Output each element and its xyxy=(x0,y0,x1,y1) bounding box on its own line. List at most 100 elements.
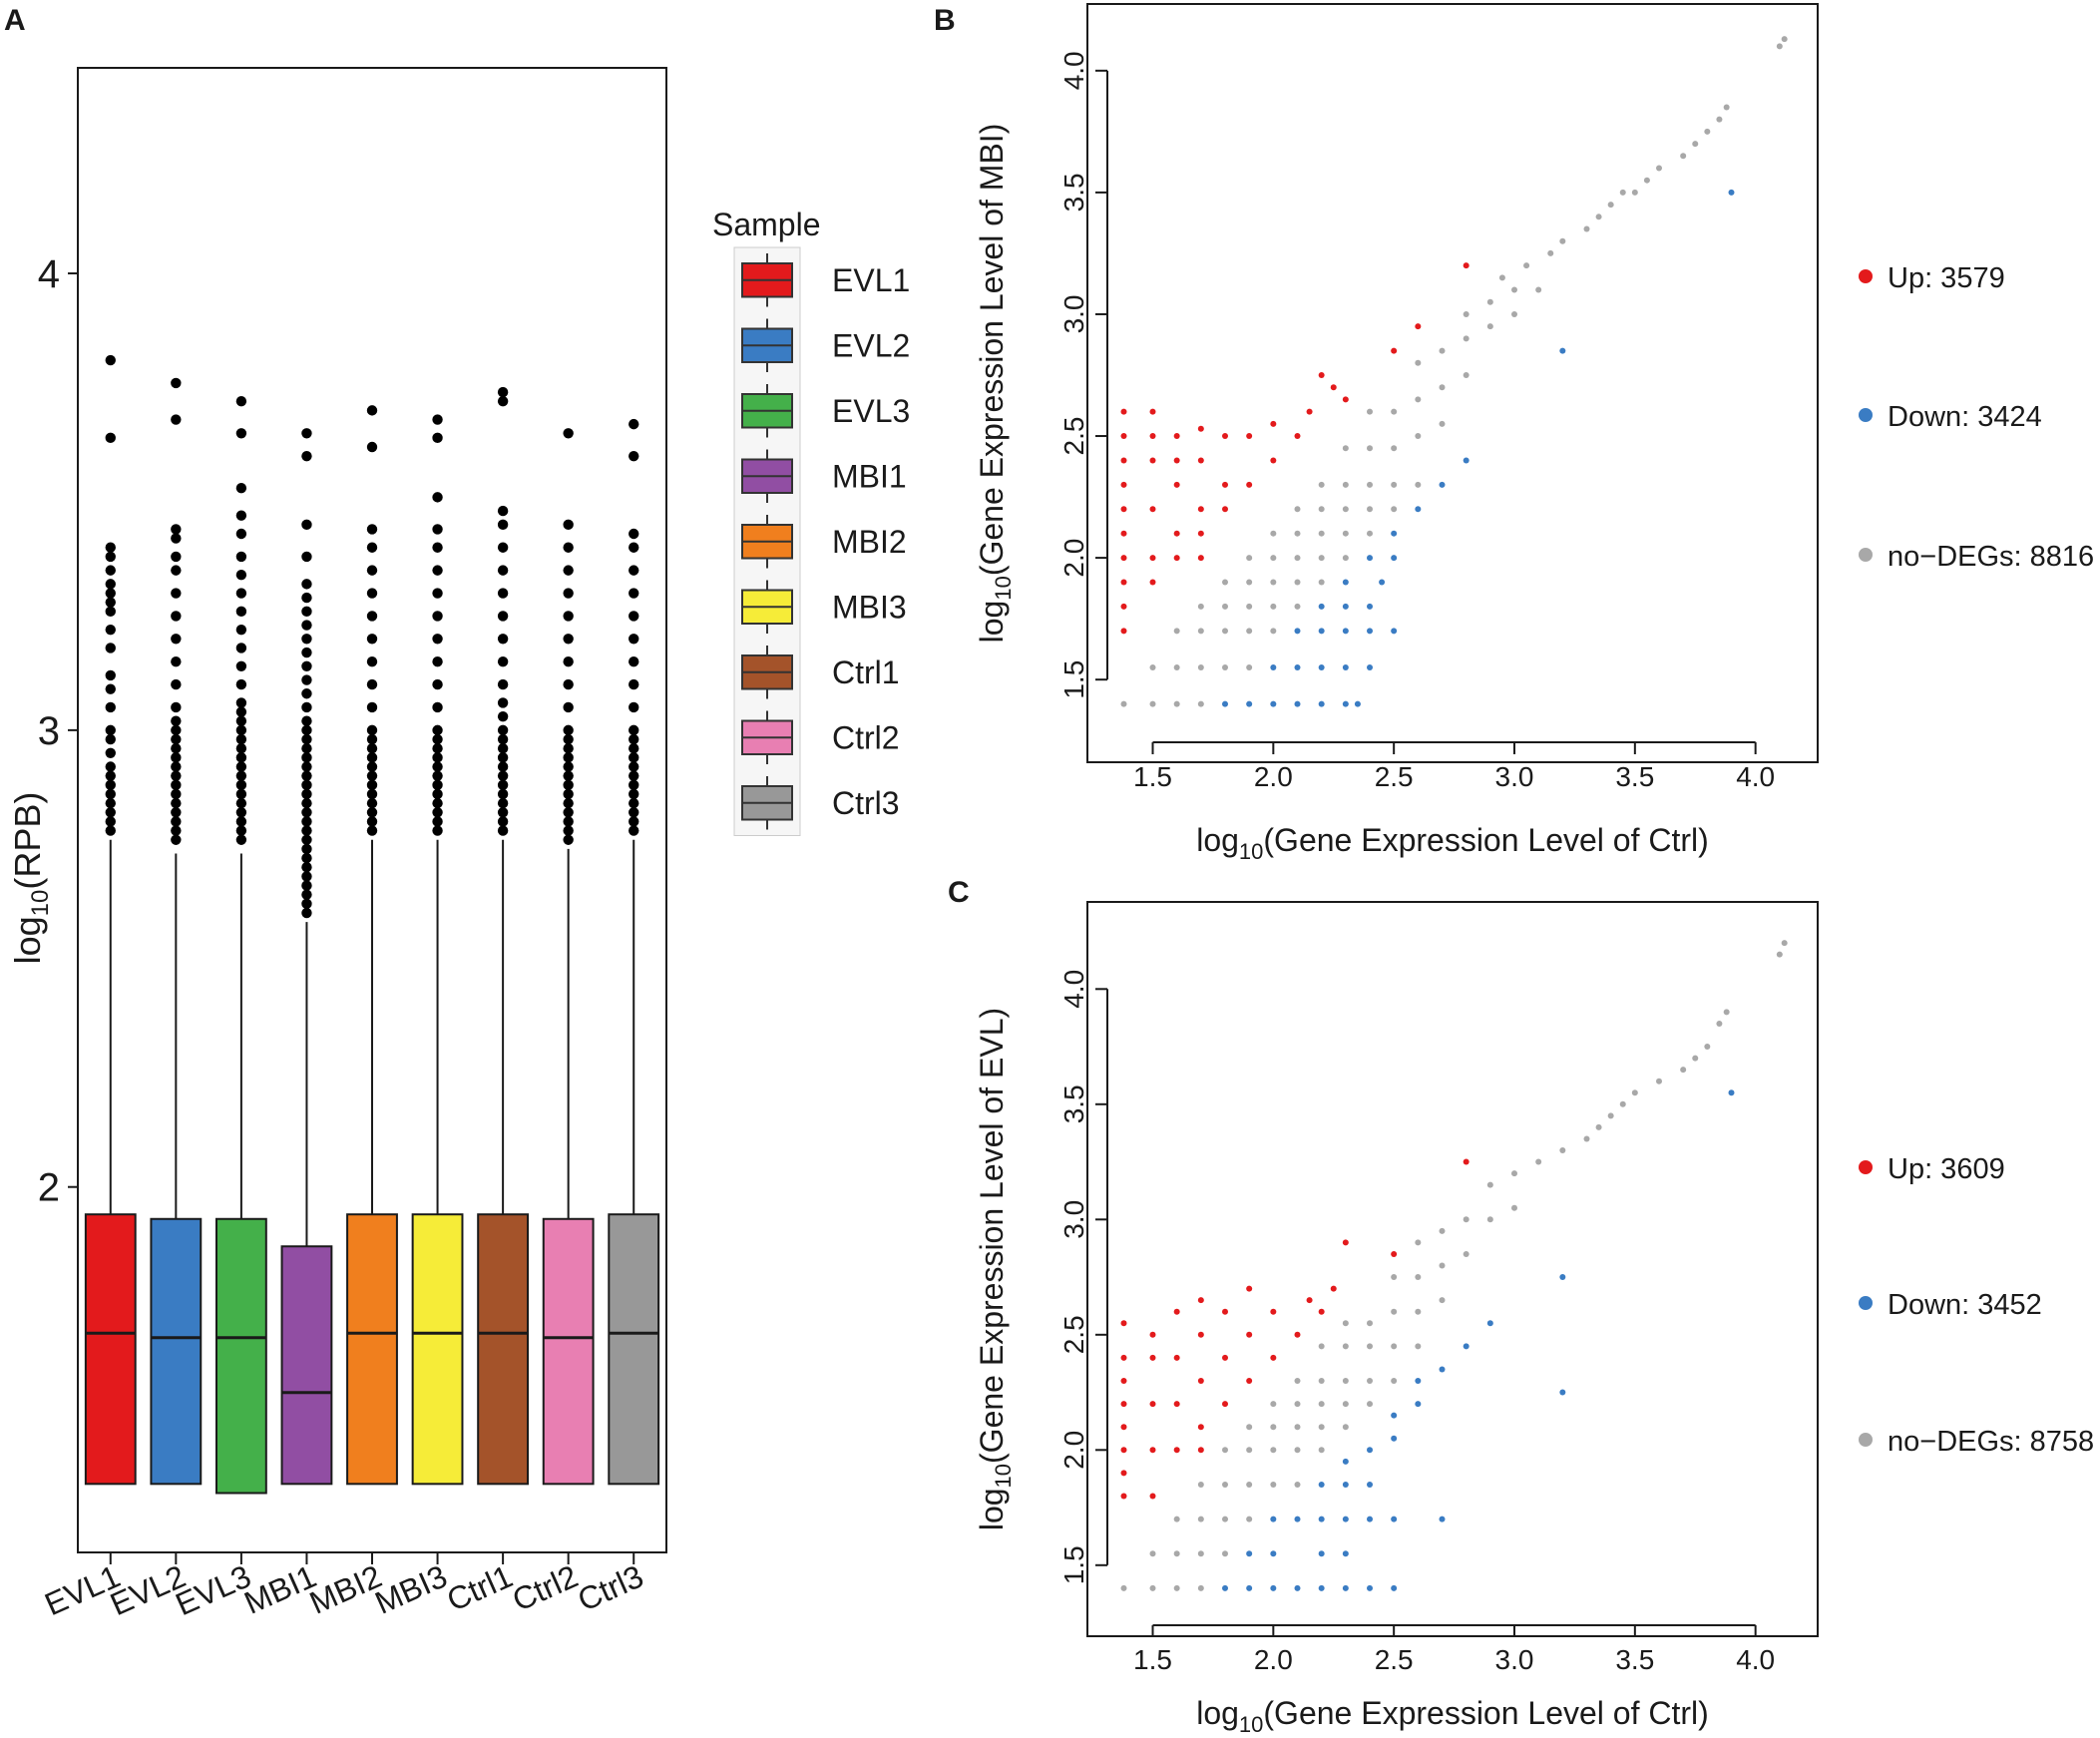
panel-a-outlier xyxy=(563,519,574,531)
point-up xyxy=(1330,384,1337,391)
point-no-degs xyxy=(1692,1055,1699,1062)
panel-a-box-EVL3 xyxy=(214,396,267,1495)
point-down xyxy=(1391,1412,1398,1419)
panel-a-outlier xyxy=(235,660,247,671)
point-down xyxy=(1463,1343,1470,1350)
panel-c-legend: Up: 3609 Down: 3452 no−DEGs: 8758 xyxy=(1859,1153,2094,1458)
point-up xyxy=(1120,457,1127,464)
panel-a-outlier xyxy=(432,565,443,576)
point-down xyxy=(1439,1366,1446,1373)
point-down xyxy=(1294,700,1301,707)
point-no-degs xyxy=(1270,628,1277,635)
point-no-degs xyxy=(1173,628,1180,635)
panel-a-legend-item-Ctrl3: Ctrl3 xyxy=(741,776,900,830)
panel-a-outlier xyxy=(629,797,639,809)
panel-a-legend: Sample EVL1 EVL2 EVL3 MBI1 MBI2 MBI3 Ctrl1 Ctrl… xyxy=(712,207,910,836)
panel-a-outlier xyxy=(171,588,182,599)
point-no-degs xyxy=(1342,445,1349,452)
point-up xyxy=(1120,530,1127,537)
panel-a-outlier xyxy=(563,701,574,713)
point-down xyxy=(1318,1584,1325,1591)
panel-a-outlier xyxy=(563,797,574,809)
panel-a-outlier xyxy=(497,710,509,722)
panel-a-outlier xyxy=(301,779,312,791)
point-no-degs xyxy=(1391,506,1398,513)
panel-a-outlier xyxy=(171,797,182,809)
panel-a-outlier xyxy=(235,834,247,845)
point-no-degs xyxy=(1776,951,1783,958)
point-no-degs xyxy=(1149,700,1156,707)
point-no-degs xyxy=(1294,555,1301,562)
panel-a-outlier xyxy=(366,656,378,667)
point-up xyxy=(1120,1447,1127,1454)
point-no-degs xyxy=(1776,43,1783,50)
panel-a-outlier xyxy=(301,880,312,891)
point-down xyxy=(1391,555,1398,562)
panel-a-outlier xyxy=(629,656,639,667)
legend-item: Down: 3424 xyxy=(1859,401,2042,433)
x-tick-label: 3.5 xyxy=(1615,1644,1654,1675)
point-up xyxy=(1173,555,1180,562)
panel-a-outlier xyxy=(563,656,574,667)
panel-a-y-tick-label: 2 xyxy=(38,1166,60,1210)
panel-a-outlier xyxy=(235,551,247,563)
panel-a-outlier xyxy=(171,761,182,772)
point-no-degs xyxy=(1415,1308,1422,1315)
point-up xyxy=(1197,1378,1204,1384)
point-down xyxy=(1391,1516,1398,1522)
panel-a-legend-item-label: EVL3 xyxy=(832,393,910,429)
panel-a-outlier xyxy=(366,634,378,645)
point-down xyxy=(1391,628,1398,635)
panel-a-outlier xyxy=(105,825,116,836)
panel-a-outlier xyxy=(171,377,182,389)
panel-a-outlier xyxy=(235,807,247,818)
panel-a-outlier xyxy=(105,683,116,694)
point-up xyxy=(1197,1297,1204,1304)
point-up xyxy=(1222,506,1228,513)
point-no-degs xyxy=(1391,1343,1398,1350)
panel-a-outlier xyxy=(432,701,443,713)
point-up xyxy=(1173,1354,1180,1361)
point-no-degs xyxy=(1149,663,1156,670)
panel-a-outlier xyxy=(432,816,443,827)
x-tick-label: 4.0 xyxy=(1736,1644,1775,1675)
point-down xyxy=(1318,1481,1325,1488)
point-up xyxy=(1197,457,1204,464)
point-down xyxy=(1222,1584,1228,1591)
point-no-degs xyxy=(1294,506,1301,513)
panel-c-x-axis-label: log10(Gene Expression Level of Ctrl) xyxy=(1196,1695,1709,1737)
point-no-degs xyxy=(1535,286,1542,293)
panel-a-outlier xyxy=(301,862,312,873)
point-down xyxy=(1415,1401,1422,1408)
point-no-degs xyxy=(1149,1550,1156,1557)
point-down xyxy=(1486,1320,1493,1327)
point-no-degs xyxy=(1222,1516,1228,1522)
point-no-degs xyxy=(1607,1112,1614,1119)
legend-label: no−DEGs: 8816 xyxy=(1888,541,2094,573)
panel-a-legend-item-MBI2: MBI2 xyxy=(741,515,907,569)
panel-a-outlier xyxy=(432,542,443,553)
panel-a-outlier xyxy=(105,724,116,736)
point-up xyxy=(1222,433,1228,440)
panel-a-outlier xyxy=(301,770,312,781)
panel-a-box-MBI3 xyxy=(411,414,464,1486)
point-down xyxy=(1318,603,1325,610)
panel-a-outlier xyxy=(235,816,247,827)
y-tick-label: 3.0 xyxy=(1058,1200,1089,1239)
panel-a-outlier xyxy=(171,634,182,645)
point-no-degs xyxy=(1439,347,1446,354)
panel-a-outlier xyxy=(432,807,443,818)
panel-a-outlier xyxy=(235,788,247,800)
panel-a-outlier xyxy=(497,565,509,576)
panel-a-outlier xyxy=(497,396,509,407)
panel-a-legend-item-label: MBI3 xyxy=(832,589,907,625)
panel-a-outlier xyxy=(301,889,312,900)
point-no-degs xyxy=(1342,481,1349,488)
panel-a-outlier xyxy=(301,825,312,836)
panel-a-outlier xyxy=(629,779,639,791)
panel-a-legend-item-label: MBI2 xyxy=(832,524,907,560)
panel-a-outlier xyxy=(366,701,378,713)
panel-a-outlier xyxy=(105,797,116,809)
point-no-degs xyxy=(1643,177,1650,184)
panel-a-outlier xyxy=(497,386,509,398)
